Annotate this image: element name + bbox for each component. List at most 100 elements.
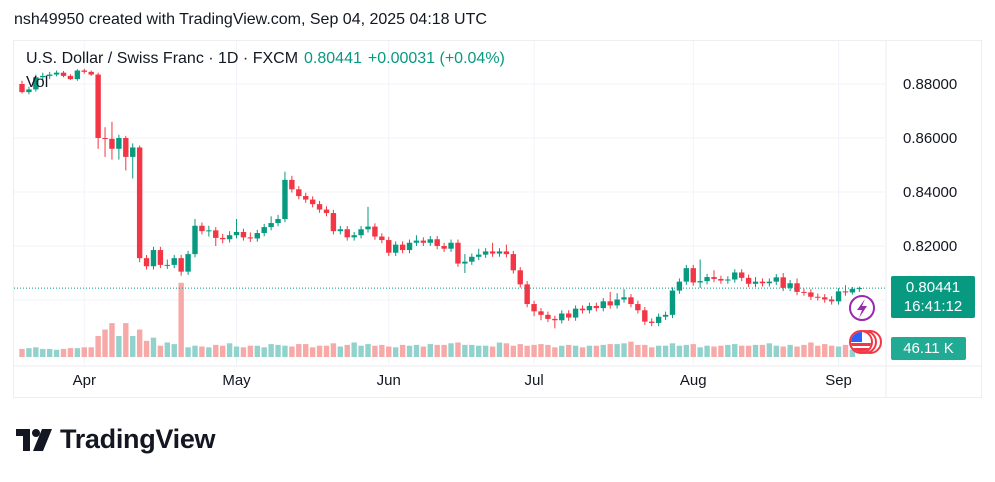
volume-legend: Vol [26, 74, 49, 91]
volume-bar [233, 346, 240, 357]
volume-bar [46, 348, 53, 357]
candle-body [206, 230, 212, 232]
candle-body [593, 305, 600, 309]
candle-body [856, 288, 863, 290]
candle-body [649, 321, 655, 323]
volume-bar [143, 340, 150, 357]
candle-body [337, 229, 344, 232]
volume-bar [109, 323, 115, 357]
volume-bar [192, 345, 198, 357]
volume-bars [19, 282, 856, 357]
us-flag-icon[interactable] [849, 330, 882, 354]
volume-bar [261, 347, 267, 357]
volume-bar [26, 348, 32, 357]
candle-body [780, 277, 786, 288]
volume-bar [635, 344, 641, 357]
candle-body [697, 281, 703, 283]
volume-bar [316, 345, 323, 357]
volume-bar [330, 343, 337, 357]
candle-body [351, 235, 357, 238]
candle-body [759, 281, 766, 284]
candle-body [635, 304, 641, 311]
volume-bar [213, 344, 219, 357]
volume-bar [780, 346, 786, 357]
volume-bar [711, 346, 717, 357]
volume-bar [822, 344, 828, 357]
candle-body [33, 77, 39, 90]
candle-body [268, 223, 274, 228]
tradingview-logo-icon [16, 428, 52, 451]
candle-body [74, 70, 81, 80]
volume-bar [593, 345, 600, 357]
candle-body [53, 72, 60, 75]
volume-bar [344, 344, 350, 357]
candle-body [510, 254, 517, 271]
candle-body [60, 72, 67, 76]
volume-bar [455, 342, 461, 357]
time-tick-label: May [222, 372, 251, 389]
candle-body [296, 189, 302, 197]
candle-body [392, 244, 399, 253]
volume-bar [351, 342, 357, 357]
volume-bar [476, 345, 482, 357]
volume-bar [801, 344, 807, 357]
candle-body [676, 281, 683, 291]
volume-bar [413, 344, 420, 357]
volume-bar [185, 347, 191, 357]
volume-bar [206, 347, 212, 357]
candle-body [628, 297, 634, 305]
candle-body [579, 308, 586, 311]
candle-body [413, 240, 420, 243]
candle-body [565, 313, 572, 318]
volume-bar [697, 347, 703, 357]
lightning-icon[interactable] [849, 295, 875, 321]
chart-frame [13, 40, 982, 398]
time-axis: Apr May Jun Jul Aug Sep [73, 372, 852, 389]
volume-bar [60, 348, 67, 357]
candle-body [316, 204, 323, 210]
candle-body [303, 196, 309, 200]
candle-body [794, 283, 800, 292]
volume-bar [531, 344, 537, 357]
candle-body [524, 284, 530, 305]
volume-bar [372, 345, 378, 357]
candle-body [441, 246, 447, 249]
candle-body [81, 70, 87, 72]
candle-body [835, 291, 842, 302]
volume-bar [309, 347, 316, 357]
volume-bar [164, 342, 171, 357]
volume-bar [683, 344, 690, 357]
candle-body [233, 231, 240, 236]
candle-body [496, 251, 503, 254]
volume-bar [88, 347, 94, 357]
candle-body [379, 236, 385, 241]
volume-bar [157, 345, 164, 357]
candle-body [261, 227, 267, 234]
candle-body [136, 147, 143, 259]
volume-bar [586, 345, 593, 357]
candle-body [199, 225, 205, 232]
candle-body [67, 75, 74, 80]
candle-body [19, 84, 25, 93]
candle-body [219, 237, 226, 240]
volume-bar [565, 344, 572, 357]
tradingview-logo[interactable]: TradingView [16, 424, 216, 455]
volume-bar [621, 343, 627, 357]
candle-body [552, 318, 558, 321]
price-axis: 0.88000 0.86000 0.84000 0.82000 [903, 76, 957, 255]
price-tag-value: 0.80441 [905, 279, 961, 296]
candle-body [455, 242, 461, 264]
candle-body [26, 89, 32, 93]
candle-body [275, 219, 281, 224]
time-tick-label: Jun [377, 372, 401, 389]
volume-bar [240, 347, 247, 357]
volume-bar [171, 344, 177, 357]
candle-body [732, 272, 738, 280]
volume-bar [102, 329, 108, 357]
volume-bar [40, 348, 46, 357]
volume-bar [379, 344, 385, 357]
volume-bar [552, 347, 558, 357]
candle-body [586, 305, 593, 311]
volume-bar [337, 346, 344, 357]
